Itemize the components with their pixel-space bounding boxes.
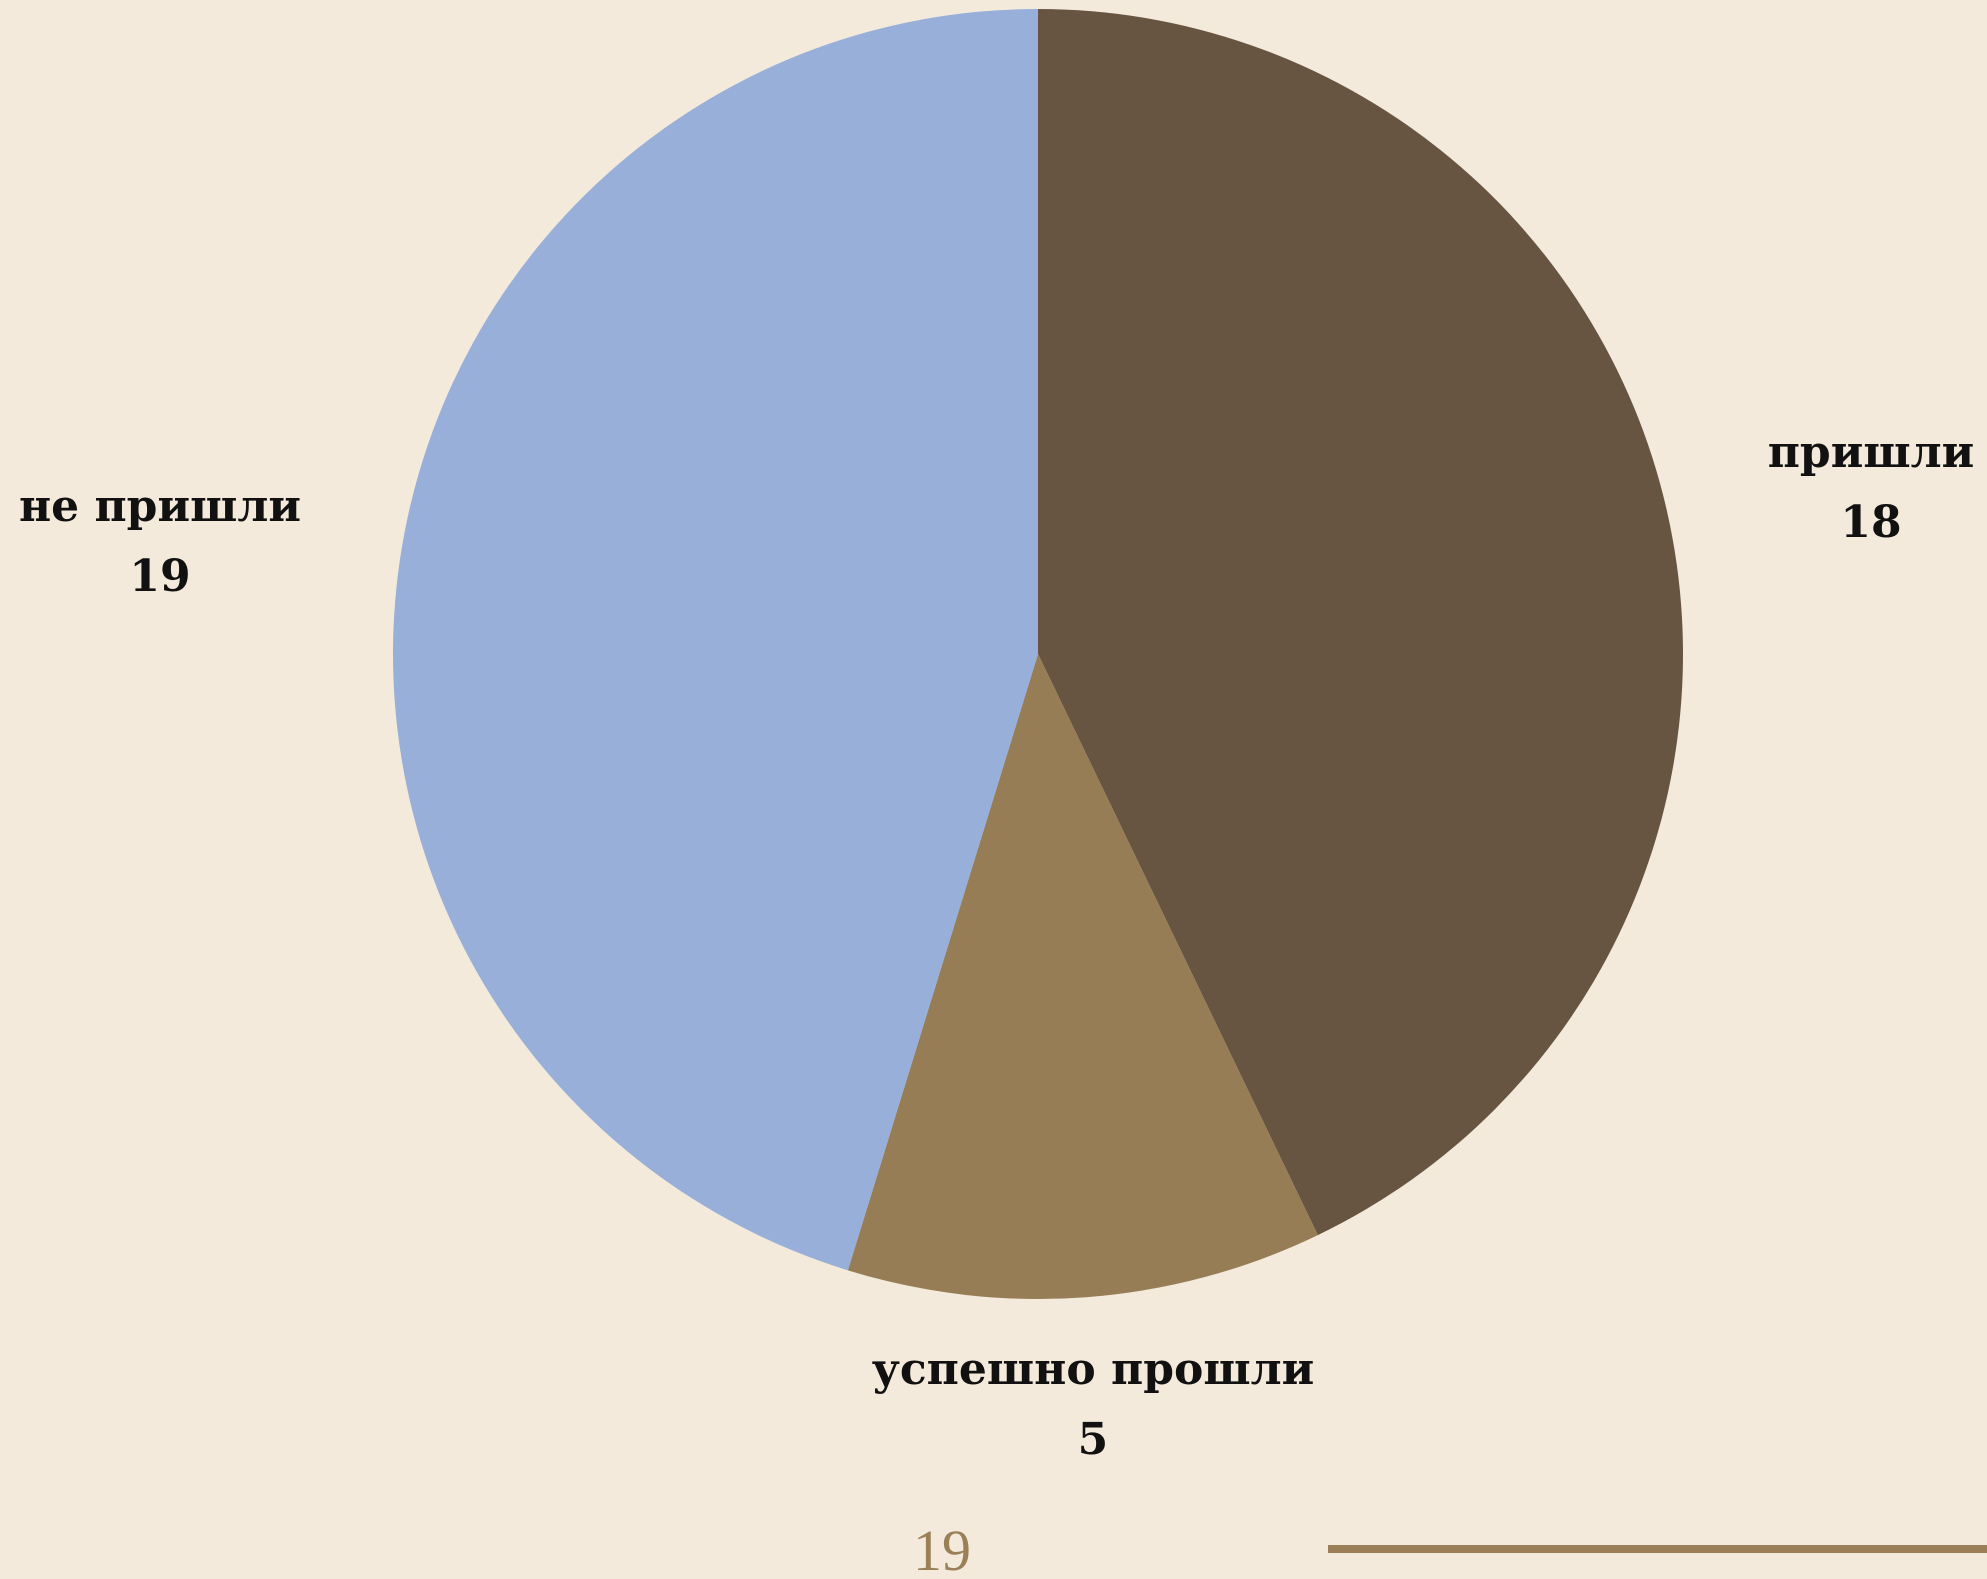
slice-label-value: 18: [1840, 497, 1902, 548]
slice-label-text: пришли: [1767, 427, 1975, 478]
slice-label-prishli: пришли 18: [1768, 418, 1975, 558]
page-number: 19: [913, 1518, 971, 1579]
pie-slice-2: [392, 9, 1038, 1271]
slice-label-text: успешно прошли: [871, 1344, 1315, 1395]
slice-label-uspeshno-proshli: успешно прошли 5: [872, 1335, 1315, 1475]
pie-slices: [392, 9, 1683, 1299]
pie-slice-1: [847, 654, 1318, 1299]
pie-slice-0: [1038, 9, 1683, 1236]
slice-label-value: 19: [129, 551, 191, 602]
footer-rule: [1328, 1545, 1987, 1553]
slice-label-value: 5: [1077, 1414, 1109, 1465]
slice-label-ne-prishli: не пришли 19: [19, 472, 301, 612]
slice-label-text: не пришли: [18, 481, 302, 532]
